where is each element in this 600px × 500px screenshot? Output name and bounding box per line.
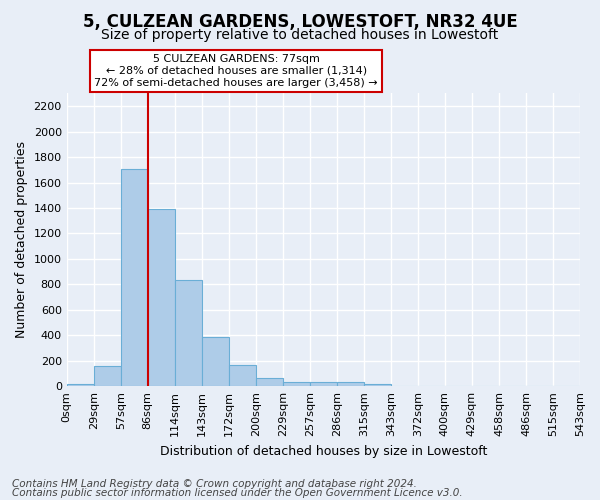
Bar <box>337 382 364 386</box>
Text: Contains public sector information licensed under the Open Government Licence v3: Contains public sector information licen… <box>12 488 463 498</box>
Text: Size of property relative to detached houses in Lowestoft: Size of property relative to detached ho… <box>101 28 499 42</box>
Bar <box>283 382 310 386</box>
Bar <box>175 280 202 386</box>
Bar <box>148 209 175 386</box>
Text: 5, CULZEAN GARDENS, LOWESTOFT, NR32 4UE: 5, CULZEAN GARDENS, LOWESTOFT, NR32 4UE <box>83 12 517 30</box>
Text: Contains HM Land Registry data © Crown copyright and database right 2024.: Contains HM Land Registry data © Crown c… <box>12 479 417 489</box>
Bar <box>364 384 391 386</box>
Bar <box>67 384 94 386</box>
Bar <box>229 365 256 386</box>
Bar <box>256 378 283 386</box>
Bar <box>310 382 337 386</box>
Y-axis label: Number of detached properties: Number of detached properties <box>15 142 28 338</box>
Bar <box>94 366 121 386</box>
X-axis label: Distribution of detached houses by size in Lowestoft: Distribution of detached houses by size … <box>160 444 487 458</box>
Bar <box>121 168 148 386</box>
Bar <box>202 337 229 386</box>
Text: 5 CULZEAN GARDENS: 77sqm
← 28% of detached houses are smaller (1,314)
72% of sem: 5 CULZEAN GARDENS: 77sqm ← 28% of detach… <box>94 54 378 88</box>
